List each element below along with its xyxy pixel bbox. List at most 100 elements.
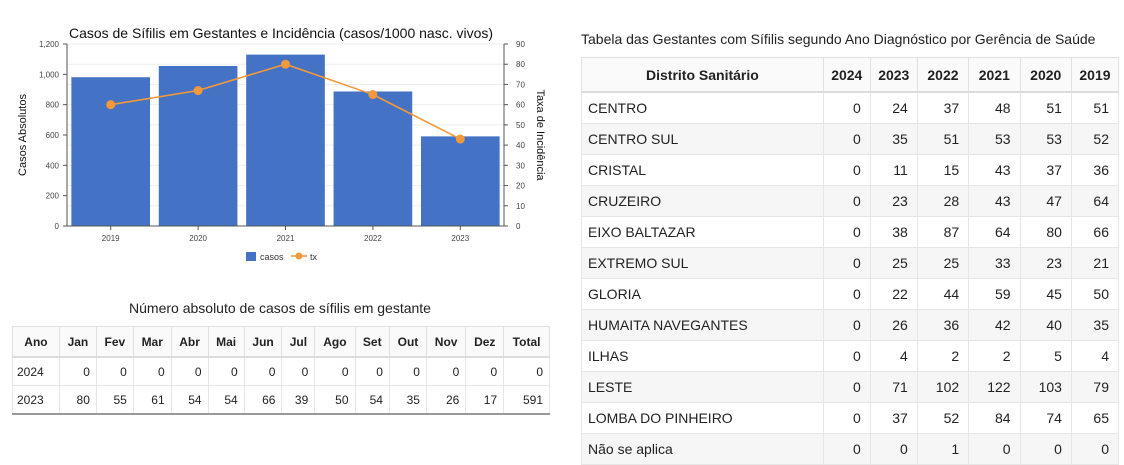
district-table-cell: 11 [869,154,918,186]
district-table-cell: 23 [1019,247,1072,279]
district-table-cell: ILHAS [581,340,824,372]
legend-tx-label: tx [310,252,318,262]
district-table-cell: 51 [1070,91,1120,124]
y2-tick-label: 80 [516,60,525,69]
district-table-row: GLORIA 0 22 44 59 45 50 [581,278,1120,310]
monthly-table-cell: 0 [503,356,550,386]
monthly-table-header-cell[interactable]: Dez [465,326,505,358]
y-axis-title: Casos Absolutos [17,94,29,176]
tx-point [368,90,378,100]
y-tick-label: 600 [46,131,60,140]
monthly-table-cell: 0 [388,356,427,386]
district-table-cell: 25 [916,247,970,279]
monthly-table-header-cell[interactable]: Jan [58,326,97,358]
monthly-table-cell: 54 [354,385,390,415]
y2-tick-label: 90 [516,40,525,49]
district-table-cell: 0 [822,309,871,341]
district-table-cell: 53 [1019,123,1072,155]
district-table-cell: 25 [869,247,918,279]
district-table-header-cell[interactable]: Distrito Sanitário [581,57,824,93]
district-table-cell: 21 [1070,247,1120,279]
monthly-table-header-cell[interactable]: Total [503,326,550,358]
tx-point [281,59,290,69]
monthly-table-header-cell[interactable]: Ago [314,326,356,358]
district-table-cell: 52 [916,402,970,434]
monthly-table-cell: 0 [425,356,467,386]
district-table-cell: 33 [968,247,1021,279]
district-table-row: HUMAITA NAVEGANTES 0 26 36 42 40 35 [581,309,1120,341]
combo-chart: 0 200 400 600 800 1,000 1,200 0 10 20 30 40 50 60 70 80… [17,25,546,262]
monthly-table-row: 2023 80 55 61 54 54 66 39 50 54 35 26 17 591 [12,385,550,415]
district-table-header-cell[interactable]: 2021 [968,57,1021,93]
x-tick-label: 2023 [451,234,469,243]
district-table-cell: 0 [822,433,871,465]
district-table-cell: 0 [869,433,918,465]
district-table-cell: 50 [1070,278,1120,310]
district-table-cell: 0 [822,402,871,434]
district-table-cell: 65 [1070,402,1120,434]
district-table-cell: 0 [968,433,1021,465]
district-table-cell: 64 [1070,185,1120,217]
monthly-table-cell: 0 [314,356,356,386]
monthly-table-header-cell[interactable]: Ano [12,326,60,358]
district-table-cell: 35 [1070,309,1120,341]
legend-casos-swatch [246,252,256,261]
monthly-table-header-cell[interactable]: Fev [95,326,134,358]
y2-tick-label: 0 [516,222,521,231]
monthly-table-body: 2024 0 0 0 0 0 0 0 0 0 0 0 0 0 2023 80 55 61 54 54 66 39 50 54 3… [12,356,550,415]
district-table-cell: 40 [1019,309,1072,341]
district-table-header-cell[interactable]: 2022 [916,57,970,93]
district-table-cell: 0 [822,91,871,124]
district-table-row: CRUZEIRO 0 23 28 43 47 64 [581,185,1120,217]
monthly-table-header-cell[interactable]: Mai [207,326,245,358]
district-table-cell: 0 [822,340,871,372]
monthly-table-header-cell[interactable]: Set [354,326,390,358]
district-table-header-cell[interactable]: 2023 [869,57,918,93]
district-table-cell: 0 [1070,433,1120,465]
monthly-table-header-cell[interactable]: Jul [281,326,316,358]
y2-tick-label: 70 [516,80,525,89]
monthly-table-cell: 35 [388,385,427,415]
district-table-header-cell[interactable]: 2019 [1070,57,1120,93]
monthly-table-header-cell[interactable]: Mar [132,326,172,358]
monthly-table-cell: 80 [58,385,97,415]
district-table-cell: 48 [968,91,1021,124]
monthly-table-header-cell[interactable]: Jun [243,326,283,358]
y2-tick-label: 10 [516,202,525,211]
bar [420,136,500,226]
district-table-cell: 102 [916,371,970,403]
monthly-table-cell: 50 [314,385,356,415]
district-table-header-cell[interactable]: 2024 [822,57,871,93]
tx-point [193,86,203,96]
monthly-table-cell: 61 [132,385,172,415]
monthly-table-cell: 54 [170,385,209,415]
y2-tick-label: 30 [516,161,525,170]
monthly-table-header-cell[interactable]: Abr [170,326,209,358]
district-table-cell: 52 [1070,123,1120,155]
y-tick-label: 0 [55,222,60,231]
district-table-cell: Não se aplica [581,433,824,465]
monthly-table-header-cell[interactable]: Nov [425,326,467,358]
district-table-header-cell[interactable]: 2020 [1019,57,1072,93]
monthly-table-cell: 26 [425,385,467,415]
district-table-cell: CRUZEIRO [581,185,824,217]
bar [246,54,325,226]
district-table-cell: 53 [968,123,1021,155]
district-table-cell: HUMAITA NAVEGANTES [581,309,824,341]
district-table-cell: 28 [916,185,970,217]
district-table-cell: LOMBA DO PINHEIRO [581,402,824,434]
tx-point [455,134,465,144]
district-table-cell: 42 [968,309,1021,341]
monthly-table-cell: 0 [58,356,97,386]
y2-tick-label: 20 [516,182,525,191]
monthly-table-cell: 0 [281,356,316,386]
district-table-cell: 0 [822,216,871,248]
monthly-table-header-cell[interactable]: Out [388,326,427,358]
district-table-cell: 0 [822,154,871,186]
district-table-cell: 4 [869,340,918,372]
district-table-cell: 43 [968,154,1021,186]
monthly-table-cell: 2024 [12,356,60,386]
monthly-table-cell: 0 [170,356,209,386]
district-table-cell: 35 [869,123,918,155]
district-table-row: CRISTAL 0 11 15 43 37 36 [581,154,1120,186]
